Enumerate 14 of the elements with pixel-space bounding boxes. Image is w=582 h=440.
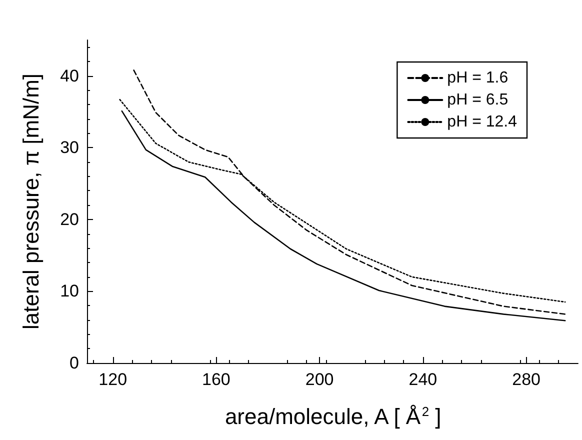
y-tick-label: 10 xyxy=(60,282,79,301)
y-tick-label: 0 xyxy=(70,354,79,372)
legend-label: pH = 6.5 xyxy=(447,92,508,108)
y-axis-title: lateral pressure, π [mN/m] xyxy=(18,73,44,330)
y-tick-label: 40 xyxy=(60,66,79,86)
y-tick-label: 20 xyxy=(60,210,79,229)
legend-label: pH = 1.6 xyxy=(447,70,508,86)
x-tick-label: 280 xyxy=(512,370,541,389)
x-tick-label: 120 xyxy=(98,370,128,389)
x-tick-label: 160 xyxy=(202,370,230,389)
legend-label: pH = 12.4 xyxy=(447,114,518,130)
x-tick-label: 200 xyxy=(305,370,334,389)
y-tick-label: 30 xyxy=(60,138,79,158)
x-tick-label: 240 xyxy=(408,370,438,389)
